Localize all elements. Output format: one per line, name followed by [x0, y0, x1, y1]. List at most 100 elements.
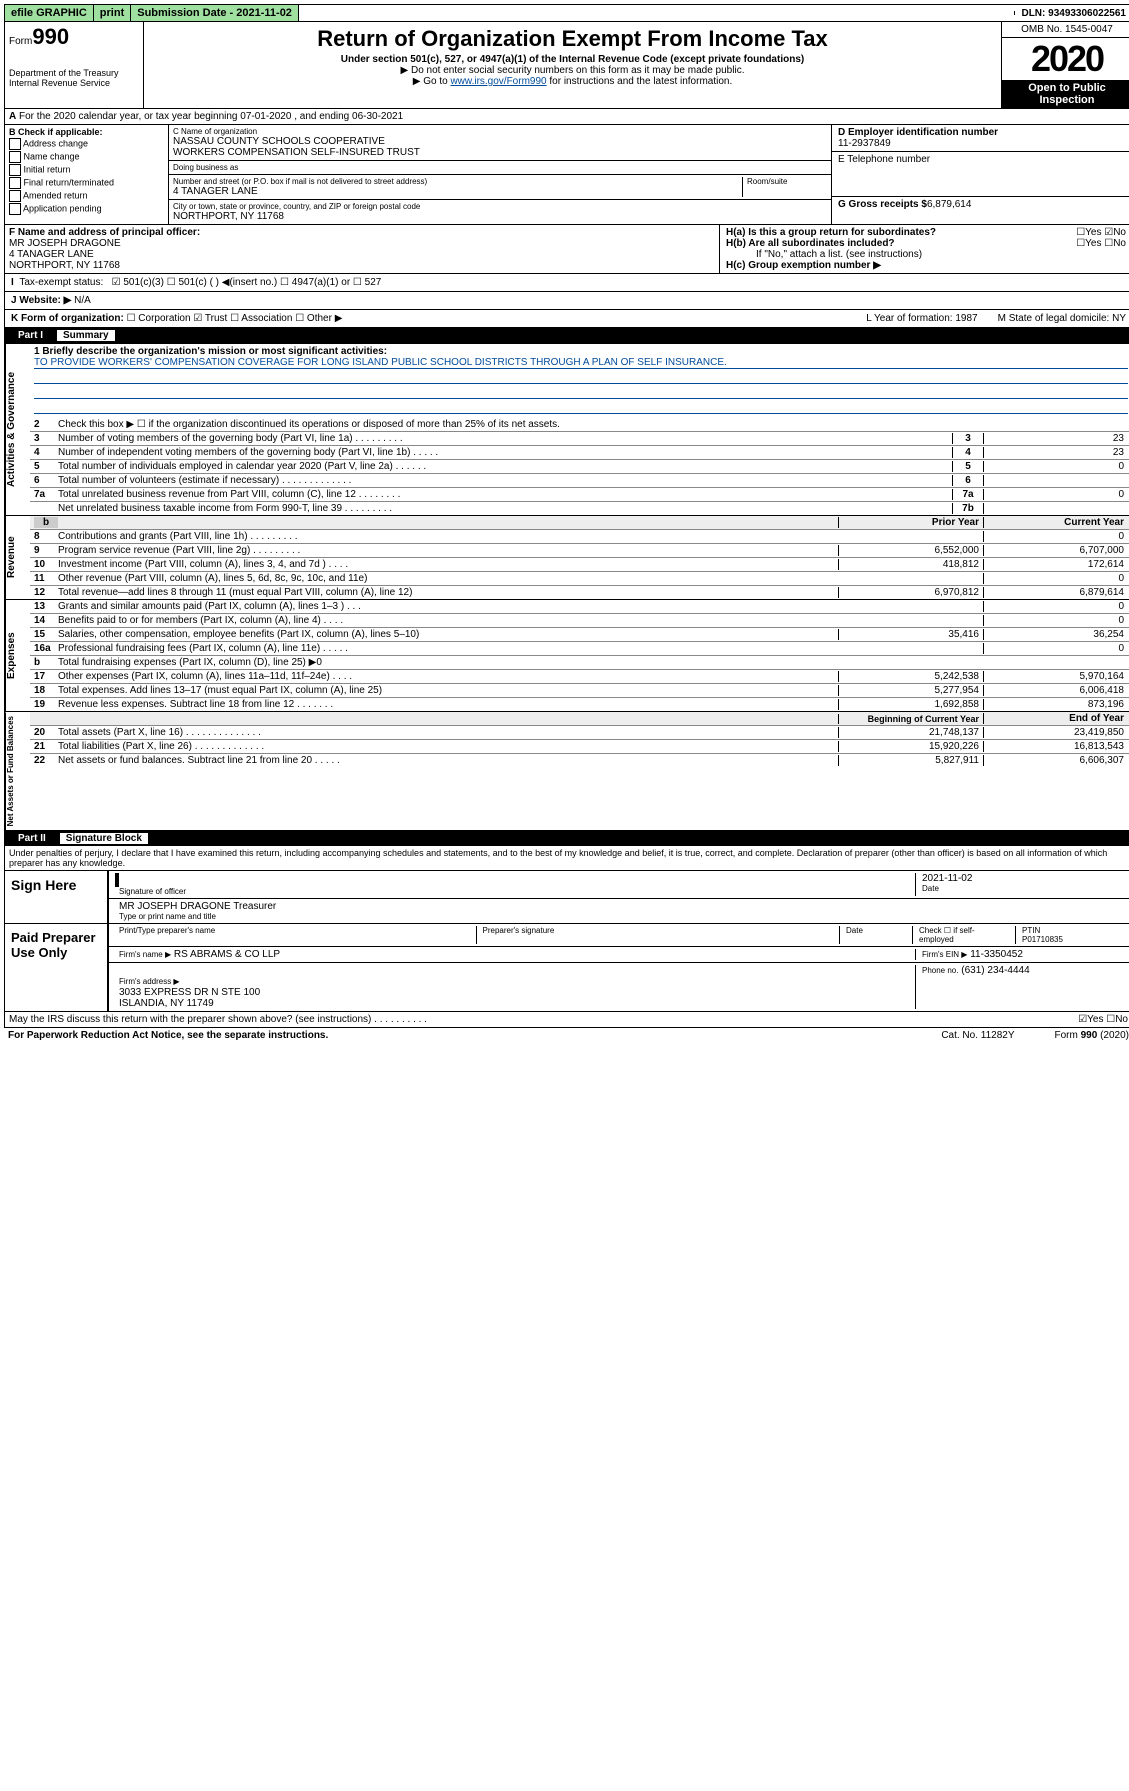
data-line: 11Other revenue (Part VIII, column (A), … — [30, 572, 1129, 586]
footer-form: Form 990 (2020) — [1055, 1030, 1129, 1041]
h-a: H(a) Is this a group return for subordin… — [726, 227, 1126, 238]
row-j: J Website: ▶ N/A — [4, 292, 1129, 310]
website-value: N/A — [74, 295, 91, 306]
box-d: D Employer identification number 11-2937… — [832, 125, 1129, 152]
open-public: Open to Public Inspection — [1002, 80, 1129, 108]
row-k: K Form of organization: ☐ Corporation ☑ … — [4, 310, 1129, 328]
form-prefix: Form — [9, 36, 32, 47]
header-center: Return of Organization Exempt From Incom… — [144, 22, 1001, 108]
print-button[interactable]: print — [94, 5, 131, 21]
perjury-text: Under penalties of perjury, I declare th… — [4, 846, 1129, 871]
box-c: C Name of organization NASSAU COUNTY SCH… — [169, 125, 832, 224]
opt-amended[interactable]: Amended return — [9, 190, 164, 202]
form-header: Form990 Department of the Treasury Inter… — [4, 22, 1129, 109]
self-employed-check[interactable]: Check ☐ if self-employed — [913, 926, 1016, 944]
data-line: 10Investment income (Part VIII, column (… — [30, 558, 1129, 572]
sign-here-block: Sign Here Signature of officer 2021-11-0… — [4, 871, 1129, 924]
governance-content: 1 Briefly describe the organization's mi… — [30, 344, 1129, 515]
part-1-header: Part I Summary — [4, 328, 1129, 343]
net-col-header: Beginning of Current Year End of Year — [30, 712, 1129, 726]
form-org: K Form of organization: ☐ Corporation ☑ … — [11, 313, 342, 324]
governance-block: Activities & Governance 1 Briefly descri… — [4, 343, 1129, 516]
netassets-content: Beginning of Current Year End of Year 20… — [30, 712, 1129, 830]
discuss-answer: ☑Yes ☐No — [1078, 1014, 1128, 1025]
ptin-cell: PTIN P01710835 — [1016, 926, 1128, 944]
data-line: bTotal fundraising expenses (Part IX, co… — [30, 656, 1129, 670]
org-name-row: C Name of organization NASSAU COUNTY SCH… — [169, 125, 831, 161]
note-ssn: ▶ Do not enter social security numbers o… — [146, 65, 999, 76]
gov-line: 7aTotal unrelated business revenue from … — [30, 488, 1129, 502]
box-g: G Gross receipts $6,879,614 — [832, 197, 1129, 212]
firm-name-label: Firm's name ▶ — [119, 950, 171, 959]
revenue-content: b Prior Year Current Year 8Contributions… — [30, 516, 1129, 599]
prior-year-header: Prior Year — [838, 517, 983, 528]
box-f: F Name and address of principal officer:… — [5, 225, 720, 273]
omb-number: OMB No. 1545-0047 — [1002, 22, 1129, 38]
opt-address-change[interactable]: Address change — [9, 138, 164, 150]
opt-initial-return[interactable]: Initial return — [9, 164, 164, 176]
gov-line: 6Total number of volunteers (estimate if… — [30, 474, 1129, 488]
gov-line: Net unrelated business taxable income fr… — [30, 502, 1129, 515]
firm-ein: 11-3350452 — [970, 949, 1023, 960]
city-value: NORTHPORT, NY 11768 — [173, 211, 827, 222]
box-b: B Check if applicable: Address change Na… — [5, 125, 169, 224]
row-f-h: F Name and address of principal officer:… — [4, 225, 1129, 274]
rev-col-header: b Prior Year Current Year — [30, 516, 1129, 530]
city-label: City or town, state or province, country… — [173, 202, 827, 211]
firm-name-cell: Firm's name ▶ RS ABRAMS & CO LLP — [113, 949, 916, 960]
part-2-label: Part II — [10, 833, 54, 844]
form-number: Form990 — [9, 24, 139, 50]
block-b-through-g: B Check if applicable: Address change Na… — [4, 125, 1129, 225]
data-line: 22Net assets or fund balances. Subtract … — [30, 754, 1129, 767]
state-domicile: M State of legal domicile: NY — [998, 313, 1126, 324]
part-2-header: Part II Signature Block — [4, 831, 1129, 846]
form-title: Return of Organization Exempt From Incom… — [146, 26, 999, 52]
tax-year: 2020 — [1002, 38, 1129, 80]
org-name: NASSAU COUNTY SCHOOLS COOPERATIVE WORKER… — [173, 136, 827, 158]
firm-ein-label: Firm's EIN ▶ — [922, 950, 967, 959]
sign-here-label: Sign Here — [5, 871, 109, 923]
sig-date-label: Date — [922, 884, 1122, 893]
sig-name-label: Type or print name and title — [119, 912, 1122, 921]
submission-date: Submission Date - 2021-11-02 — [131, 5, 299, 21]
firm-phone: (631) 234-4444 — [961, 965, 1029, 976]
part-1-label: Part I — [10, 330, 51, 341]
data-line: 12Total revenue—add lines 8 through 11 (… — [30, 586, 1129, 599]
tax-status-label: Tax-exempt status: — [19, 277, 103, 288]
data-line: 19Revenue less expenses. Subtract line 1… — [30, 698, 1129, 711]
opt-final-return[interactable]: Final return/terminated — [9, 177, 164, 189]
row-a: A For the 2020 calendar year, or tax yea… — [4, 109, 1129, 125]
gross-label: G Gross receipts $ — [838, 199, 927, 210]
netassets-block: Net Assets or Fund Balances Beginning of… — [4, 712, 1129, 831]
underline-2 — [34, 386, 1128, 399]
box-h: H(a) Is this a group return for subordin… — [720, 225, 1129, 273]
form-org-label: K Form of organization: — [11, 313, 124, 324]
gov-line: 5Total number of individuals employed in… — [30, 460, 1129, 474]
phone-cell: Phone no. (631) 234-4444 — [916, 965, 1128, 1009]
h-b-note: If "No," attach a list. (see instruction… — [726, 249, 1126, 260]
mission-label: 1 Briefly describe the organization's mi… — [34, 346, 387, 357]
header-left: Form990 Department of the Treasury Inter… — [5, 22, 144, 108]
preparer-sig-header: Preparer's signature — [477, 926, 841, 944]
opt-app-pending[interactable]: Application pending — [9, 203, 164, 215]
underline-3 — [34, 401, 1128, 414]
preparer-date-header: Date — [840, 926, 913, 944]
dln-label: DLN: 93493306022561 — [1015, 6, 1129, 21]
col-d-e-g: D Employer identification number 11-2937… — [832, 125, 1129, 224]
firm-addr-cell: Firm's address ▶ 3033 EXPRESS DR N STE 1… — [113, 965, 916, 1009]
form-990-number: 990 — [32, 24, 69, 49]
gov-line: 3Number of voting members of the governi… — [30, 432, 1129, 446]
paid-preparer-block: Paid Preparer Use Only Print/Type prepar… — [4, 924, 1129, 1012]
data-line: 18Total expenses. Add lines 13–17 (must … — [30, 684, 1129, 698]
firm-addr: 3033 EXPRESS DR N STE 100 ISLANDIA, NY 1… — [119, 987, 260, 1009]
data-line: 9Program service revenue (Part VIII, lin… — [30, 544, 1129, 558]
revenue-tab: Revenue — [5, 516, 30, 599]
tax-status-opts: ☑ 501(c)(3) ☐ 501(c) ( ) ◀(insert no.) ☐… — [112, 277, 382, 288]
opt-name-change[interactable]: Name change — [9, 151, 164, 163]
irs-link[interactable]: www.irs.gov/Form990 — [450, 76, 546, 87]
discuss-question: May the IRS discuss this return with the… — [9, 1014, 427, 1025]
governance-tab: Activities & Governance — [5, 344, 30, 515]
revenue-block: Revenue b Prior Year Current Year 8Contr… — [4, 516, 1129, 600]
footer-left: For Paperwork Reduction Act Notice, see … — [8, 1030, 328, 1041]
data-line: 15Salaries, other compensation, employee… — [30, 628, 1129, 642]
